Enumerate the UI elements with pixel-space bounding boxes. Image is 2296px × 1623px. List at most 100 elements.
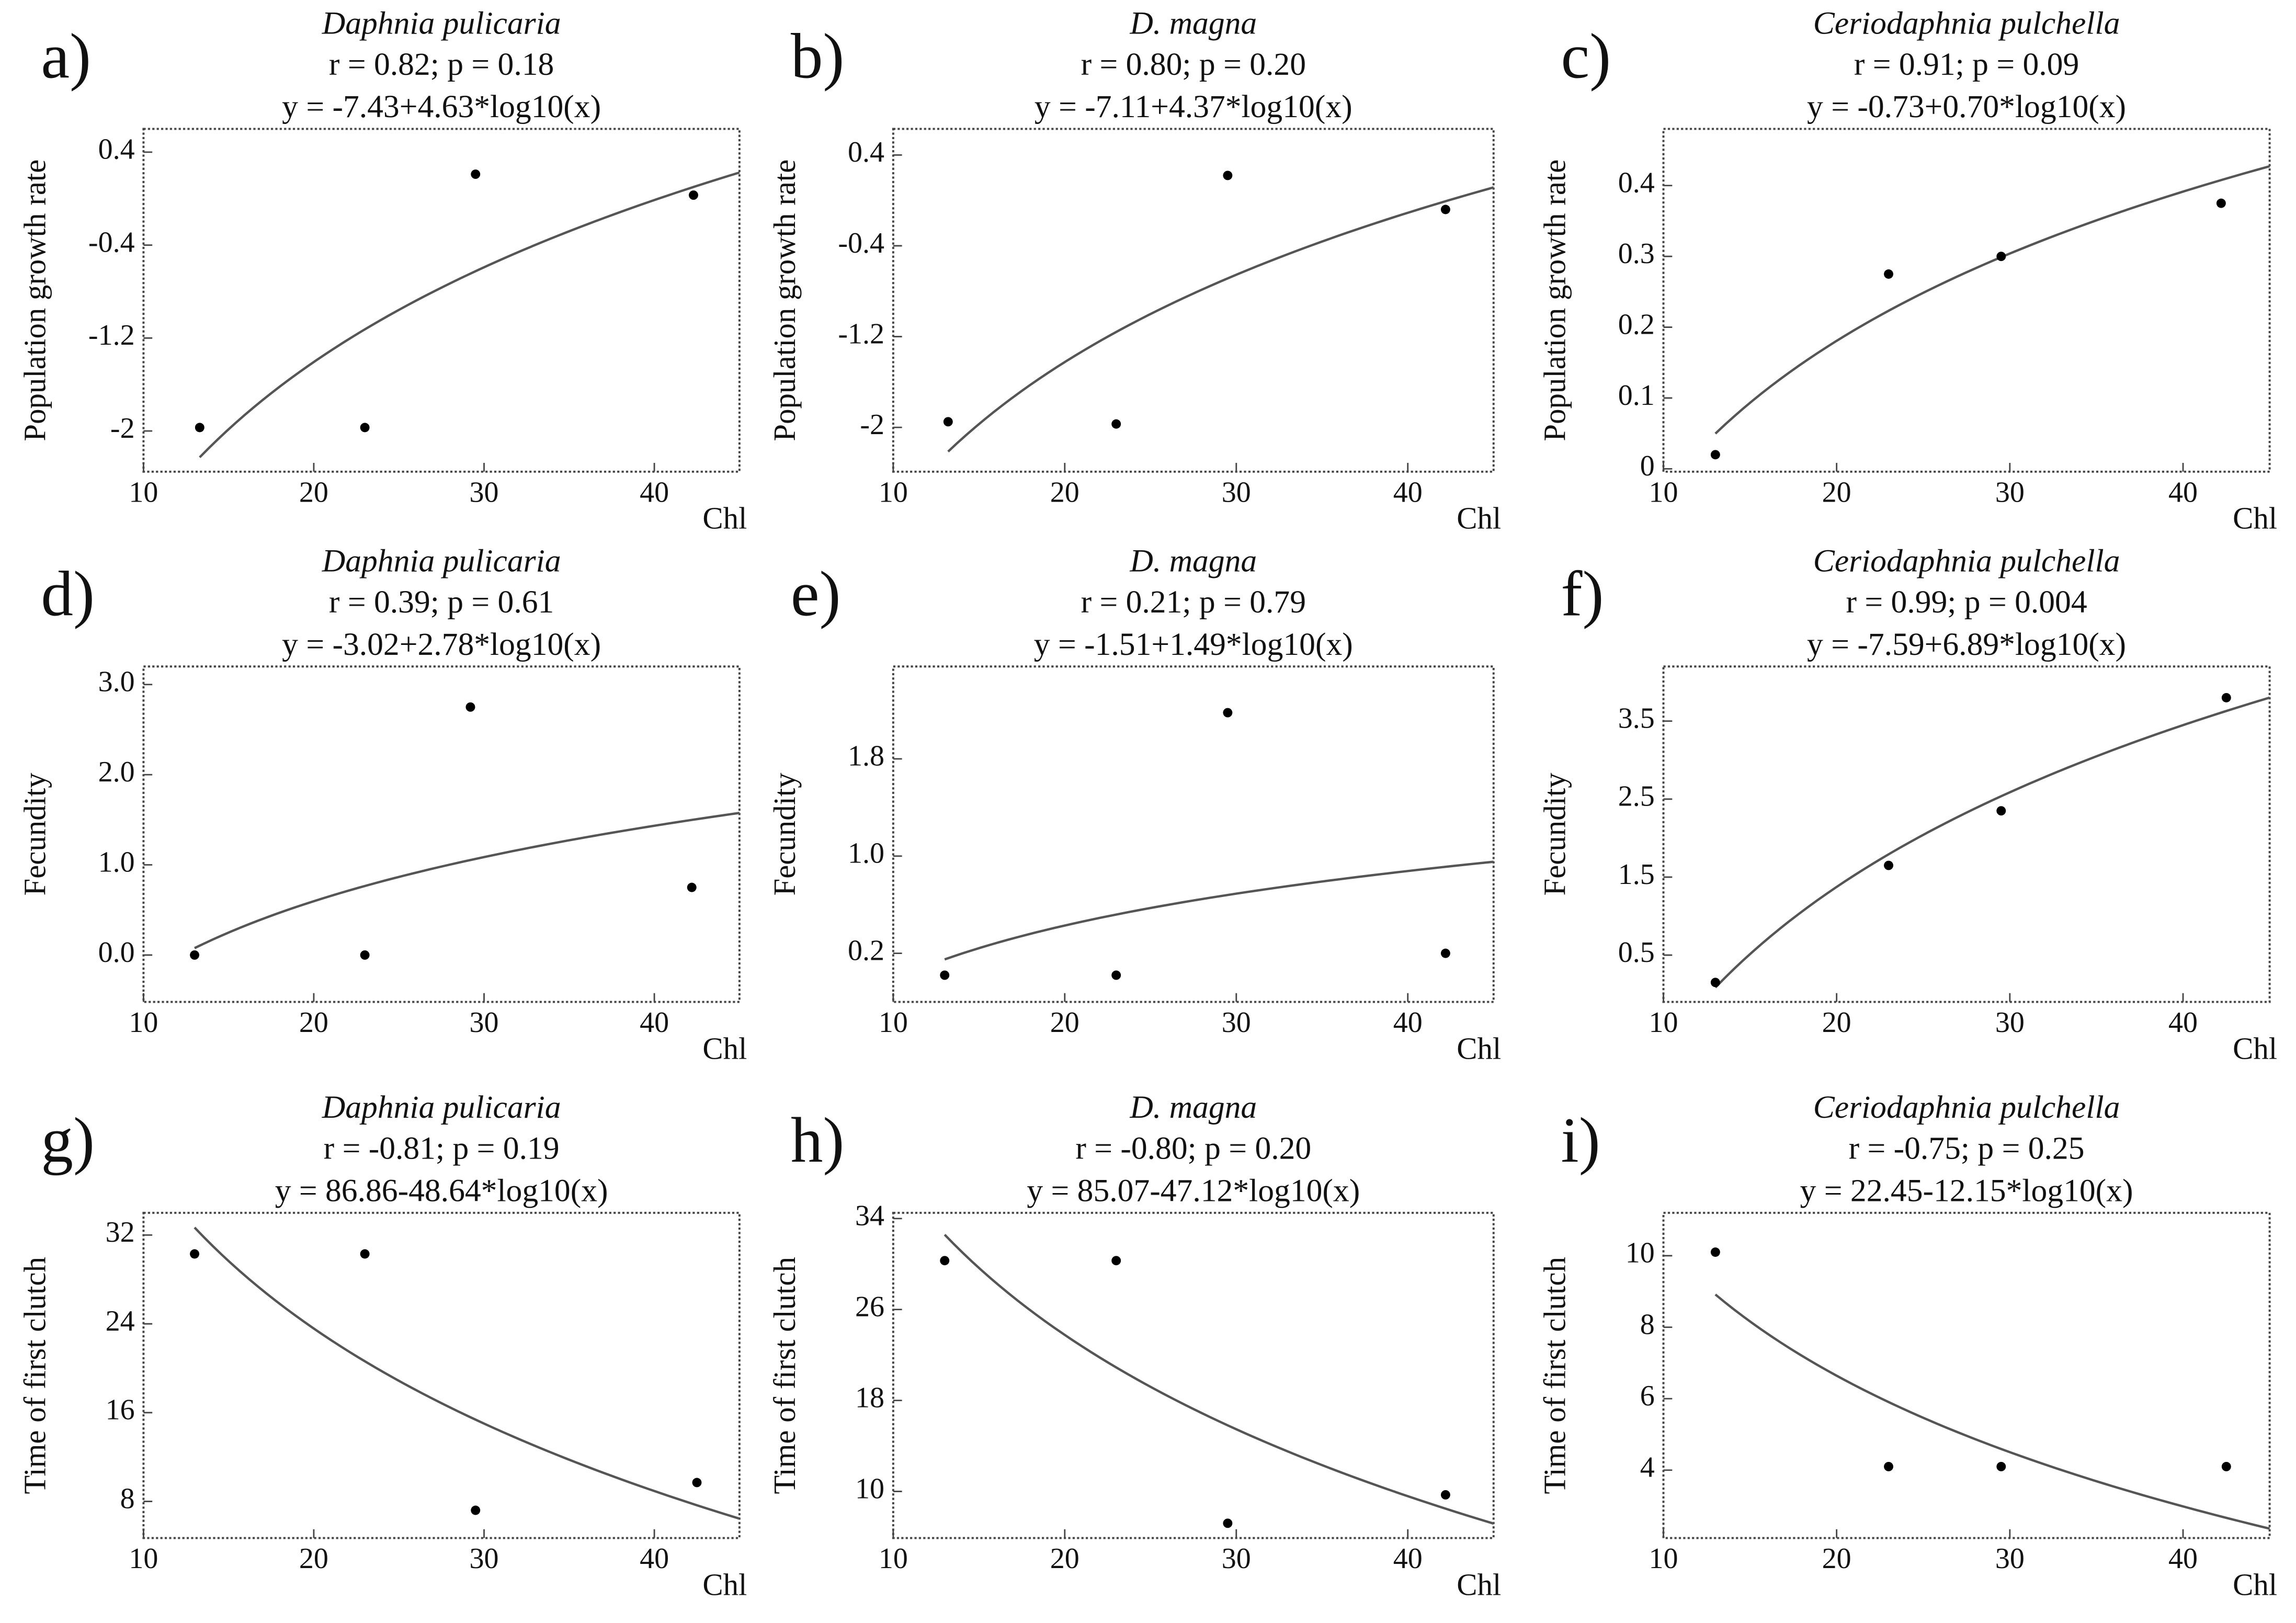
data-point [1111, 1256, 1121, 1266]
y-tick-label: 6 [1640, 1380, 1655, 1412]
stats: r = 0.82; p = 0.18 [329, 47, 554, 82]
panel-title: Daphnia pulicaria [322, 543, 561, 578]
panel: h) D. magna r = -0.80; p = 0.20 y = 85.07-4… [768, 1089, 1501, 1602]
x-tick-label: 40 [2168, 476, 2198, 508]
stats: r = 0.39; p = 0.61 [329, 584, 554, 620]
y-tick-label: -0.4 [88, 226, 135, 258]
fit-curve [1714, 165, 2270, 435]
data-point [2221, 1461, 2231, 1471]
plot-frame [1662, 128, 2271, 473]
panel: d) Daphnia pulicaria r = 0.39; p = 0.61 y =… [18, 543, 747, 1065]
y-tick-label: 3.0 [98, 666, 135, 698]
fit-curve [944, 1234, 1494, 1525]
panel-title: Ceriodaphnia pulchella [1813, 1089, 2120, 1125]
y-tick-label: 0.4 [98, 133, 135, 166]
fit-curve [1714, 696, 2270, 989]
y-axis-label: Fecundity [768, 773, 802, 896]
panel: b) D. magna r = 0.80; p = 0.20 y = -7.11+4.… [768, 6, 1501, 536]
data-point [1440, 1490, 1450, 1500]
data-point [687, 882, 697, 892]
data-point [465, 702, 475, 712]
x-tick-label: 20 [1822, 1542, 1851, 1575]
y-tick-label: 0.0 [98, 936, 135, 969]
y-axis-label: Time of first clutch [18, 1257, 52, 1494]
y-tick-label: 0.2 [1618, 308, 1655, 341]
x-tick-label: 30 [1222, 1006, 1251, 1039]
y-tick-label: 3.5 [1618, 702, 1655, 734]
x-tick-label: 20 [1050, 1006, 1079, 1039]
panel-letter: e) [791, 558, 841, 629]
y-axis-label: Population growth rate [18, 160, 52, 441]
panel-title: Daphnia pulicaria [322, 6, 561, 41]
y-axis-label: Population growth rate [768, 160, 802, 441]
x-tick-label: 10 [879, 1006, 908, 1039]
data-point [471, 1505, 481, 1515]
data-point [1996, 252, 2006, 262]
data-point [190, 1249, 200, 1259]
data-point [1996, 806, 2006, 816]
x-tick-label: 40 [640, 1006, 669, 1039]
y-axis-label: Population growth rate [1538, 160, 1572, 441]
y-tick-label: 0.4 [848, 136, 884, 168]
data-point [1223, 171, 1233, 180]
data-point [1710, 1247, 1720, 1257]
y-tick-label: 0.4 [1618, 167, 1655, 199]
stats: r = 0.99; p = 0.004 [1846, 584, 2087, 620]
y-tick-label: -1.2 [838, 317, 884, 350]
x-tick-label: 20 [1050, 1542, 1079, 1575]
data-point [940, 970, 950, 980]
data-point [195, 423, 204, 433]
data-point [1884, 269, 1893, 279]
data-point [1710, 450, 1720, 460]
y-tick-label: 32 [106, 1216, 135, 1249]
panel-letter: g) [41, 1104, 95, 1176]
equation: y = -7.43+4.63*log10(x) [282, 89, 601, 124]
x-axis-label: Chl [702, 1568, 747, 1602]
y-tick-label: 0.1 [1618, 379, 1655, 412]
y-tick-label: 4 [1640, 1451, 1655, 1484]
data-point [2216, 198, 2226, 208]
x-tick-label: 20 [299, 1542, 328, 1575]
data-point [1223, 708, 1233, 718]
equation: y = -1.51+1.49*log10(x) [1034, 627, 1353, 662]
data-point [943, 417, 953, 427]
x-tick-label: 10 [129, 476, 158, 508]
plot-frame [1662, 1211, 2271, 1539]
panel-letter: c) [1561, 20, 1611, 92]
x-tick-label: 10 [129, 1006, 158, 1039]
y-tick-label: 26 [855, 1290, 884, 1323]
x-axis-label: Chl [702, 1031, 747, 1065]
x-tick-label: 10 [1649, 1542, 1678, 1575]
data-point [2221, 693, 2231, 702]
y-tick-label: 0.3 [1618, 237, 1655, 270]
y-tick-label: 1.0 [848, 837, 884, 870]
equation: y = -7.59+6.89*log10(x) [1807, 627, 2126, 662]
data-point [1111, 970, 1121, 980]
y-tick-label: -0.4 [838, 227, 884, 259]
x-tick-label: 20 [299, 1006, 328, 1039]
data-point [1884, 860, 1893, 870]
y-tick-label: 34 [855, 1200, 884, 1232]
panel: g) Daphnia pulicaria r = -0.81; p = 0.19 y … [18, 1089, 747, 1602]
x-axis-label: Chl [2233, 1031, 2277, 1065]
x-tick-label: 10 [879, 1542, 908, 1575]
data-point [940, 1256, 950, 1266]
panel: i) Ceriodaphnia pulchella r = -0.75; p = 0… [1538, 1089, 2277, 1602]
equation: y = -3.02+2.78*log10(x) [282, 627, 601, 662]
plot-frame [892, 665, 1495, 1003]
data-point [1440, 948, 1450, 958]
x-tick-label: 10 [1649, 476, 1678, 508]
x-axis-label: Chl [1457, 1031, 1501, 1065]
data-point [1111, 419, 1121, 429]
panel-title: Daphnia pulicaria [322, 1089, 561, 1125]
panel-title: D. magna [1129, 6, 1257, 41]
x-tick-label: 10 [129, 1542, 158, 1575]
panel-title: D. magna [1129, 1089, 1257, 1125]
fit-curve [194, 1227, 740, 1520]
data-point [360, 423, 370, 433]
y-tick-label: 0.5 [1618, 936, 1655, 969]
stats: r = 0.80; p = 0.20 [1081, 47, 1306, 82]
data-point [190, 950, 200, 960]
x-axis-label: Chl [702, 501, 747, 535]
y-tick-label: -1.2 [88, 319, 135, 351]
